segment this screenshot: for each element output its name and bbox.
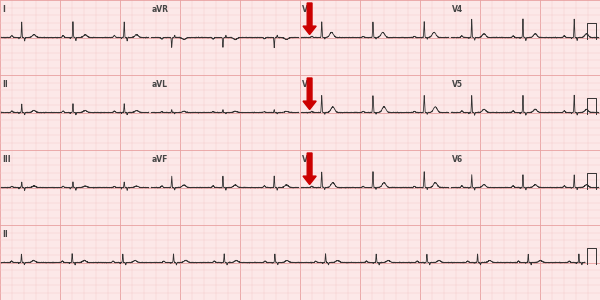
Text: V5: V5	[452, 80, 463, 89]
Text: aVR: aVR	[152, 5, 169, 14]
Text: II: II	[2, 230, 8, 239]
Text: aVL: aVL	[152, 80, 168, 89]
Text: I: I	[2, 5, 5, 14]
Text: V1: V1	[302, 5, 313, 14]
Text: aVF: aVF	[152, 155, 168, 164]
Text: V3: V3	[302, 155, 313, 164]
Text: II: II	[2, 80, 8, 89]
Text: V2: V2	[302, 80, 313, 89]
Text: V4: V4	[452, 5, 463, 14]
Text: III: III	[2, 155, 10, 164]
Text: V6: V6	[452, 155, 463, 164]
